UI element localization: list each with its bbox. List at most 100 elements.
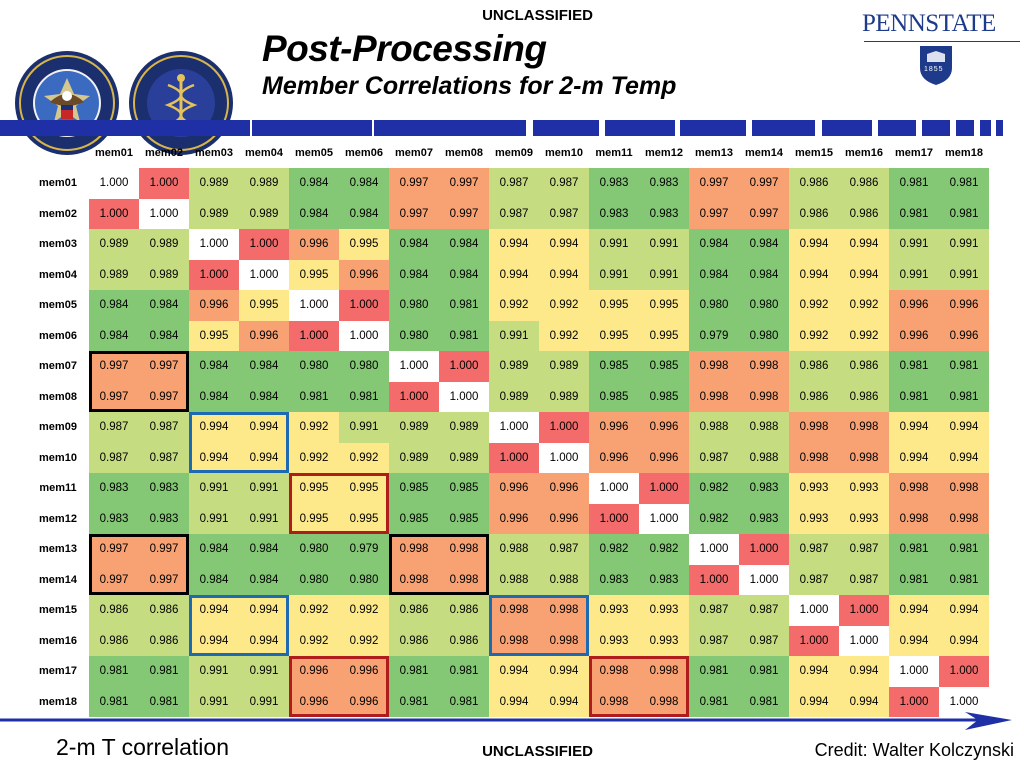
matrix-cell: 0.987	[489, 198, 539, 229]
matrix-cell: 0.981	[89, 656, 139, 687]
column-header: mem06	[345, 147, 383, 159]
matrix-cell: 1.000	[889, 686, 939, 717]
matrix-cell: 0.981	[889, 381, 939, 412]
matrix-cell: 0.998	[689, 381, 739, 412]
matrix-cell: 0.986	[89, 625, 139, 656]
matrix-cell: 0.981	[889, 351, 939, 382]
matrix-cell: 0.994	[189, 625, 239, 656]
matrix-cell: 0.993	[639, 595, 689, 626]
matrix-cell: 0.980	[739, 320, 789, 351]
matrix-cell: 0.983	[739, 473, 789, 504]
matrix-cell: 0.983	[639, 198, 689, 229]
column-header: mem01	[95, 147, 133, 159]
matrix-cell: 0.991	[939, 229, 989, 260]
matrix-cell: 0.992	[339, 595, 389, 626]
matrix-cell: 0.989	[89, 259, 139, 290]
matrix-cell: 0.984	[89, 320, 139, 351]
matrix-cell: 0.985	[589, 351, 639, 382]
slide-subtitle: Member Correlations for 2-m Temp	[262, 72, 677, 100]
matrix-cell: 0.994	[489, 686, 539, 717]
matrix-cell: 0.981	[739, 656, 789, 687]
matrix-cell: 0.986	[839, 168, 889, 199]
matrix-cell: 0.981	[889, 198, 939, 229]
row-header: mem14	[39, 573, 77, 586]
matrix-cell: 1.000	[739, 534, 789, 565]
matrix-cell: 0.997	[439, 198, 489, 229]
matrix-cell: 0.991	[639, 229, 689, 260]
matrix-cell: 0.991	[189, 656, 239, 687]
matrix-cell: 0.998	[639, 656, 689, 687]
matrix-cell: 0.998	[389, 534, 439, 565]
matrix-cell: 1.000	[89, 198, 139, 229]
matrix-cell: 0.998	[739, 351, 789, 382]
row-header: mem17	[39, 665, 77, 677]
matrix-cell: 0.989	[139, 259, 189, 290]
matrix-cell: 0.981	[339, 381, 389, 412]
matrix-cell: 0.995	[189, 320, 239, 351]
matrix-cell: 1.000	[399, 360, 429, 372]
matrix-cell: 0.998	[489, 595, 539, 626]
matrix-cell: 0.994	[839, 656, 889, 687]
row-header: mem04	[39, 268, 77, 281]
matrix-cell: 0.984	[239, 381, 289, 412]
matrix-cell: 0.981	[89, 686, 139, 717]
matrix-cell: 0.987	[839, 564, 889, 595]
matrix-cell: 0.994	[189, 442, 239, 473]
matrix-cell: 0.980	[339, 564, 389, 595]
matrix-cell: 0.994	[789, 686, 839, 717]
matrix-cell: 0.989	[439, 412, 489, 443]
matrix-cell: 0.993	[789, 473, 839, 504]
row-header: mem09	[39, 421, 77, 433]
matrix-cell: 0.981	[439, 656, 489, 687]
matrix-cell: 0.991	[239, 503, 289, 534]
matrix-cell: 0.997	[689, 198, 739, 229]
matrix-cell: 0.984	[239, 534, 289, 565]
matrix-cell: 0.994	[539, 229, 589, 260]
matrix-cell: 0.981	[739, 686, 789, 717]
matrix-cell: 0.981	[389, 686, 439, 717]
matrix-cell: 0.993	[589, 625, 639, 656]
matrix-cell: 0.994	[939, 625, 989, 656]
matrix-cell: 0.981	[889, 564, 939, 595]
matrix-cell: 0.981	[939, 351, 989, 382]
matrix-cell: 0.981	[889, 168, 939, 199]
matrix-cell: 0.994	[239, 442, 289, 473]
matrix-cell: 0.998	[689, 351, 739, 382]
matrix-cell: 0.994	[889, 442, 939, 473]
bottom-arrow-line	[0, 712, 1012, 730]
dtra-seal-icon	[15, 51, 119, 155]
matrix-cell: 0.983	[89, 473, 139, 504]
matrix-cell: 0.989	[539, 351, 589, 382]
matrix-cell: 0.984	[189, 381, 239, 412]
row-header: mem07	[39, 360, 77, 372]
matrix-cell: 0.998	[589, 656, 639, 687]
matrix-cell: 0.984	[289, 198, 339, 229]
matrix-cell: 0.989	[139, 229, 189, 260]
column-header: mem03	[195, 147, 233, 159]
matrix-cell: 1.000	[699, 543, 729, 555]
matrix-cell: 0.981	[939, 381, 989, 412]
matrix-cell: 1.000	[299, 299, 329, 311]
matrix-cell: 0.987	[489, 168, 539, 199]
matrix-cell: 0.989	[239, 168, 289, 199]
matrix-cell: 0.988	[739, 412, 789, 443]
matrix-cell: 0.989	[489, 351, 539, 382]
matrix-cell: 0.986	[439, 625, 489, 656]
matrix-cell: 1.000	[149, 207, 179, 220]
matrix-cell: 0.981	[889, 534, 939, 565]
matrix-cell: 0.981	[939, 168, 989, 199]
matrix-cell: 0.998	[639, 686, 689, 717]
matrix-cell: 0.996	[889, 290, 939, 321]
matrix-cell: 0.996	[589, 412, 639, 443]
column-header: mem10	[545, 147, 583, 159]
matrix-cell: 0.984	[689, 229, 739, 260]
matrix-cell: 0.996	[639, 442, 689, 473]
matrix-cell: 0.993	[839, 473, 889, 504]
matrix-cell: 0.987	[89, 442, 139, 473]
row-header: mem01	[39, 177, 77, 189]
matrix-cell: 0.998	[539, 595, 589, 626]
matrix-cell: 0.994	[239, 625, 289, 656]
column-header: mem09	[495, 147, 533, 159]
row-header: mem02	[39, 207, 77, 220]
matrix-cell: 0.997	[139, 351, 189, 382]
